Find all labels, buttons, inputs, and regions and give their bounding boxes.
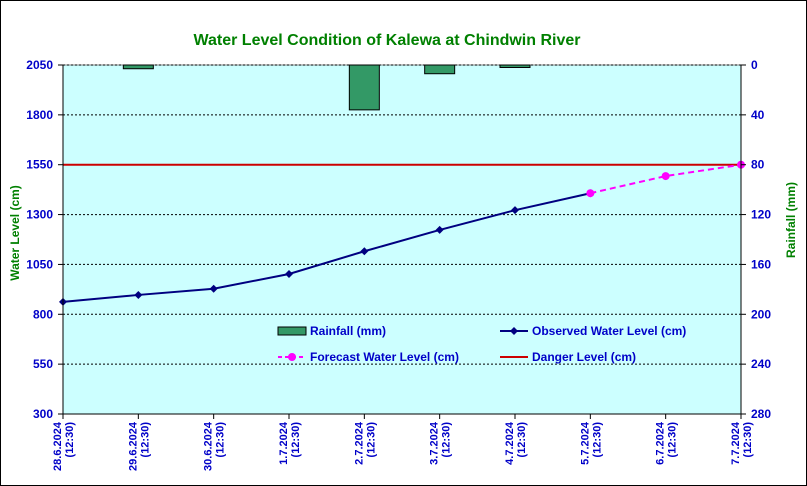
rainfall-bar: [348, 64, 380, 111]
left-tick-label: 1550: [26, 158, 53, 172]
x-tick-label: 6.7.2024(12:30): [655, 421, 679, 465]
x-tick-label: 2.7.2024(12:30): [353, 421, 377, 465]
left-tick-label: 300: [33, 407, 53, 421]
left-tick-label: 2050: [26, 58, 53, 72]
x-tick-date: 5.7.2024: [579, 421, 591, 465]
x-tick-time: (12:30): [591, 422, 603, 458]
x-tick-time: (12:30): [64, 422, 76, 458]
x-tick-date: 7.7.2024: [730, 421, 742, 465]
x-tick-time: (12:30): [290, 422, 302, 458]
x-tick-time: (12:30): [667, 422, 679, 458]
legend-label: Danger Level (cm): [532, 350, 636, 364]
series-lines: [62, 163, 742, 303]
forecast-point: [661, 172, 670, 181]
x-tick-date: 29.6.2024: [127, 421, 139, 471]
x-tick-time: (12:30): [742, 422, 754, 458]
x-axis-ticks: 28.6.2024(12:30) 29.6.2024(12:30) 30.6.202…: [52, 414, 754, 471]
observed-point: [435, 225, 444, 234]
plot-area: [62, 64, 742, 415]
rainfall-bar: [122, 64, 154, 70]
rainfall-bar: [499, 64, 531, 68]
legend-label: Rainfall (mm): [310, 324, 386, 338]
left-tick-label: 550: [33, 357, 53, 371]
x-tick-date: 3.7.2024: [429, 421, 441, 465]
x-tick-label: 29.6.2024(12:30): [127, 421, 151, 471]
forecast-water-level-line: [590, 163, 742, 195]
axes: [62, 65, 742, 415]
observed-point: [209, 284, 218, 293]
right-tick-label: 0: [751, 58, 758, 72]
x-tick-label: 28.6.2024(12:30): [52, 421, 76, 471]
x-tick-label: 7.7.2024(12:30): [730, 421, 754, 465]
x-tick-date: 1.7.2024: [278, 421, 290, 465]
x-tick-date: 4.7.2024: [504, 421, 516, 465]
observed-point: [285, 270, 293, 279]
x-tick-label: 1.7.2024(12:30): [278, 421, 302, 465]
x-tick-time: (12:30): [441, 422, 453, 458]
x-tick-time: (12:30): [215, 422, 227, 458]
x-tick-label: 5.7.2024(12:30): [579, 421, 603, 465]
observed-point: [134, 290, 143, 299]
right-tick-label: 160: [751, 257, 771, 271]
rainfall-bar: [424, 64, 456, 75]
left-axis-title: Water Level (cm): [8, 185, 22, 281]
right-axis-title: Rainfall (mm): [784, 182, 798, 258]
left-tick-label: 800: [33, 307, 53, 321]
x-tick-label: 4.7.2024(12:30): [504, 421, 528, 465]
left-tick-label: 1300: [26, 208, 53, 222]
x-tick-label: 3.7.2024(12:30): [429, 421, 453, 465]
forecast-point: [586, 189, 595, 198]
observed-water-level-line: [62, 192, 591, 303]
legend-label: Observed Water Level (cm): [532, 324, 686, 338]
left-tick-label: 1050: [26, 257, 53, 271]
right-tick-label: 120: [751, 208, 771, 222]
x-tick-date: 2.7.2024: [353, 421, 365, 465]
right-tick-label: 80: [751, 158, 765, 172]
left-tick-label: 1800: [26, 108, 53, 122]
observed-point: [360, 247, 369, 256]
rainfall-bars: [122, 64, 531, 111]
chart-title: Water Level Condition of Kalewa at Chind…: [193, 32, 580, 49]
x-tick-time: (12:30): [365, 422, 377, 458]
legend: Rainfall (mm) Observed Water Level (cm) Fo…: [277, 324, 686, 364]
right-axis-ticks: 0 40 80 120 160 200 240 280: [741, 58, 771, 421]
right-tick-label: 280: [751, 407, 771, 421]
right-tick-label: 200: [751, 307, 771, 321]
x-tick-date: 30.6.2024: [203, 421, 215, 471]
legend-label: Forecast Water Level (cm): [310, 350, 459, 364]
x-tick-date: 28.6.2024: [52, 421, 64, 471]
right-tick-label: 40: [751, 108, 765, 122]
series-markers: [59, 160, 745, 306]
right-tick-label: 240: [751, 357, 771, 371]
x-tick-time: (12:30): [516, 422, 528, 458]
x-tick-time: (12:30): [139, 422, 151, 458]
observed-point: [511, 206, 519, 215]
legend-marker: [510, 327, 518, 335]
left-axis-ticks: 2050 1800 1550 1300 1050 800 550 300: [26, 58, 63, 421]
legend-swatch-rainfall: [277, 326, 307, 336]
x-tick-label: 30.6.2024(12:30): [203, 421, 227, 471]
legend-marker: [288, 353, 296, 361]
x-tick-date: 6.7.2024: [655, 421, 667, 465]
